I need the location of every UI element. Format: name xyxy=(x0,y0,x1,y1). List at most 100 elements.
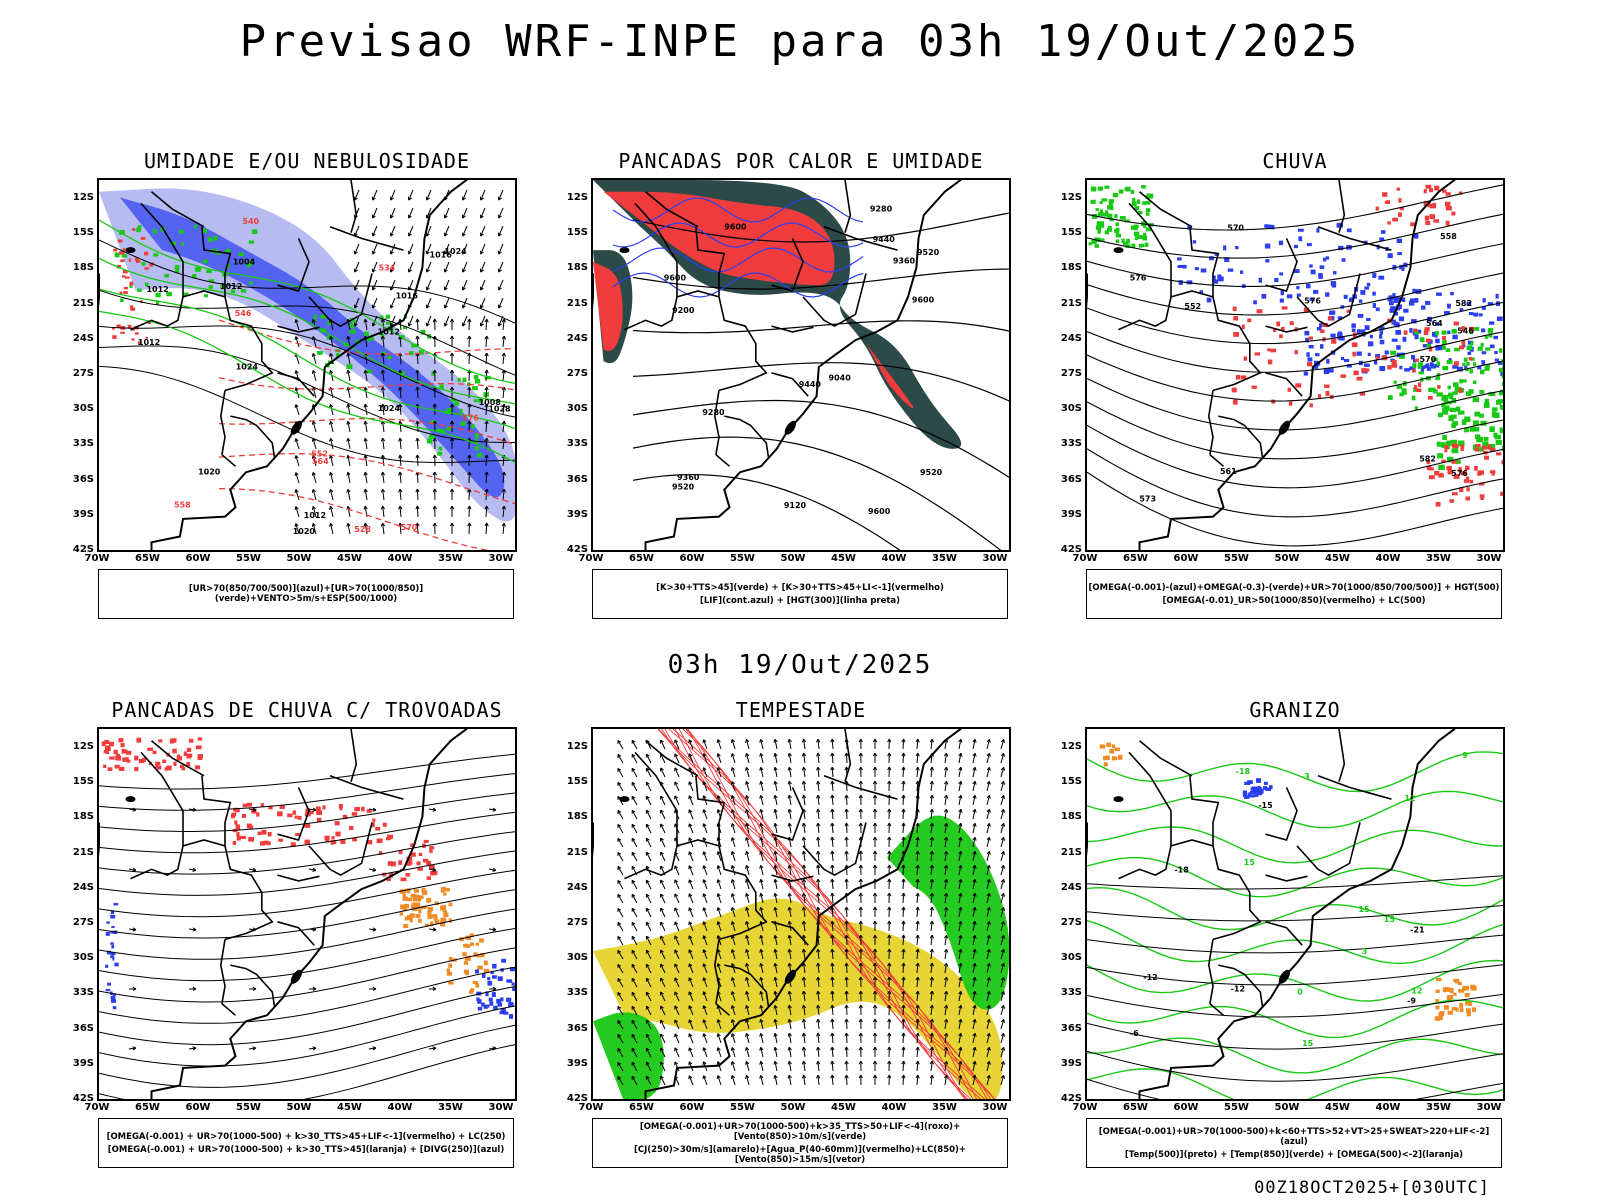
contour-label: 552 xyxy=(1184,302,1201,311)
jet-250-area xyxy=(593,898,1003,1099)
lat-tick-label: 18S xyxy=(72,811,94,823)
contour-label: 570 xyxy=(1227,224,1244,233)
lat-tick-label: 27S xyxy=(1060,917,1082,928)
lat-tick-label: 36S xyxy=(72,473,94,485)
contour-label: 573 xyxy=(1139,495,1156,504)
hgt500-streamline xyxy=(1087,471,1503,547)
lat-tick-label: 24S xyxy=(72,332,94,344)
map-borders xyxy=(99,180,468,550)
contour-label: 561 xyxy=(1220,467,1237,476)
legend-line: [Temp(500)](preto) + [Temp(850)](verde) … xyxy=(1124,1149,1464,1160)
hgt300-contour xyxy=(632,320,1009,334)
lif-contour xyxy=(612,272,864,298)
panel-legend: [UR>70(850/700/500)](azul)+[UR>70(1000/8… xyxy=(98,569,514,619)
lat-tick-label: 15S xyxy=(1060,776,1082,788)
contour-label: 1028 xyxy=(488,404,511,413)
map-borders xyxy=(593,729,962,1099)
lat-tick-label: 15S xyxy=(566,227,588,239)
lon-tick-label: 35W xyxy=(1426,1102,1451,1113)
panel-title: PANCADAS DE CHUVA C/ TROVOADAS xyxy=(111,698,503,722)
lat-tick-label: 21S xyxy=(566,846,588,858)
lc250-streamline xyxy=(99,792,515,832)
temp500-contour xyxy=(1087,875,1503,890)
contour-label: 0 xyxy=(1297,987,1303,996)
precipitable-water-contour xyxy=(672,729,996,1099)
panel-title: GRANIZO xyxy=(1249,698,1341,722)
legend-line: [CJ(250)>30m/s](amarelo)+[Agua_P(40-60mm… xyxy=(633,1144,967,1165)
contour-label: 582 xyxy=(1455,299,1472,308)
lat-tick-label: 21S xyxy=(72,846,94,858)
lon-tick-label: 50W xyxy=(286,1102,312,1113)
legend-line: [OMEGA(-0.001) + UR>70(1000-500) + k>30_… xyxy=(106,1131,506,1142)
pressure-isobar xyxy=(99,239,515,324)
lc250-streamline xyxy=(99,1005,515,1067)
lc250-streamline xyxy=(99,947,515,1003)
lat-tick-label: 36S xyxy=(566,473,588,485)
storm-red-speckle xyxy=(230,802,394,847)
contour-label: 1016 xyxy=(396,291,419,300)
lon-tick-label: 50W xyxy=(1274,1102,1300,1113)
lon-tick-label: 55W xyxy=(1224,553,1249,564)
temp850-contour xyxy=(1087,856,1503,898)
lon-tick-label: 40W xyxy=(387,553,413,564)
lif-contour xyxy=(612,197,864,223)
contour-label: 3 xyxy=(1362,947,1368,956)
lon-tick-label: 60W xyxy=(679,553,705,564)
lat-tick-label: 12S xyxy=(566,741,588,752)
lon-tick-label: 65W xyxy=(135,1102,160,1113)
lon-tick-label: 50W xyxy=(780,1102,806,1113)
contour-label: 12 xyxy=(1411,987,1422,996)
lat-tick-label: 30S xyxy=(1060,952,1082,964)
lat-tick-label: 27S xyxy=(72,368,94,379)
panel-legend: [OMEGA(-0.001)+UR>70(1000-500)+k>35_TTS>… xyxy=(592,1118,1008,1168)
contour-label: -18 xyxy=(1236,767,1251,776)
lon-tick-label: 45W xyxy=(831,553,856,564)
lon-tick-label: 60W xyxy=(679,1102,705,1113)
lat-tick-label: 33S xyxy=(1060,987,1082,999)
map-canvas xyxy=(593,729,1009,1099)
temp850-contour xyxy=(1087,1037,1503,1074)
map-canvas xyxy=(99,729,515,1099)
legend-line: [K>30+TTS>45](verde) + [K>30+TTS>45+LI<-… xyxy=(656,582,944,593)
contour-label: 534 xyxy=(379,263,396,272)
map-borders xyxy=(99,729,468,1099)
lon-tick-label: 30W xyxy=(488,553,514,564)
contour-label: 1008 xyxy=(479,398,502,407)
contour-label: -18 xyxy=(1174,865,1189,874)
contour-label: 582 xyxy=(1419,454,1436,463)
lon-tick-label: 70W xyxy=(84,553,110,564)
contour-label: 9200 xyxy=(672,306,695,315)
lon-tick-label: 65W xyxy=(135,553,160,564)
lon-tick-label: 45W xyxy=(1325,553,1350,564)
lat-tick-label: 21S xyxy=(1060,297,1082,309)
lon-tick-label: 70W xyxy=(84,1102,110,1113)
temp850-labels: 15 15 15 15 12 12 9 3 -3 0 -18 xyxy=(1236,751,1469,1048)
isobar-labels: 1012 1012 1012 1012 1016 1020 1024 1024 1024 1028… xyxy=(138,247,511,536)
contour-label: 570 xyxy=(1419,355,1436,364)
hgt500-streamline xyxy=(1087,243,1503,287)
lat-tick-label: 27S xyxy=(566,917,588,928)
contour-label: 9520 xyxy=(917,248,940,257)
legend-line: [OMEGA(-0.001)-(azul)+OMEGA(-0.3)-(verde… xyxy=(1088,582,1500,593)
pressure-isobar xyxy=(99,289,515,376)
temp500-labels: -6 -9 -12 -15 -18 -21 -12 xyxy=(1130,801,1425,1038)
humidity-contour xyxy=(99,288,515,430)
lon-tick-label: 40W xyxy=(881,1102,907,1113)
lc250-streamline xyxy=(99,773,515,811)
temp850-contour xyxy=(1087,751,1503,793)
panel-title: TEMPESTADE xyxy=(735,698,867,722)
temp850-contour xyxy=(1087,959,1503,1002)
lat-tick-label: 15S xyxy=(72,227,94,239)
lat-tick-label: 39S xyxy=(72,508,94,520)
lon-tick-label: 45W xyxy=(337,553,362,564)
hgt300-contour xyxy=(632,268,1009,290)
wind-vectors xyxy=(294,318,506,535)
run-info-footer: 00Z18OCT2025+[030UTC] xyxy=(1254,1178,1490,1198)
lat-tick-label: 12S xyxy=(1060,741,1082,752)
lon-tick-label: 45W xyxy=(831,1102,856,1113)
humidity-contour xyxy=(99,219,515,384)
hgt300-contour xyxy=(632,436,1002,550)
contour-label: 552 xyxy=(311,450,328,459)
contour-label: 1020 xyxy=(198,468,221,477)
lat-tick-label: 18S xyxy=(1060,811,1082,823)
